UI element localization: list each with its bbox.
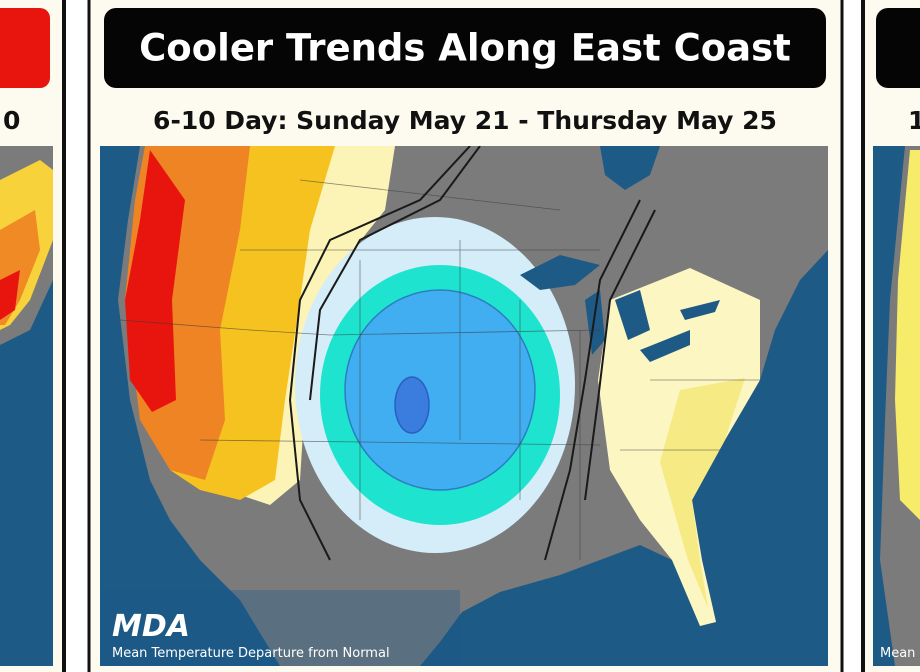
title-box <box>104 8 826 88</box>
lake <box>585 290 605 355</box>
anomaly-blue <box>344 289 536 491</box>
bay <box>600 146 660 190</box>
state-lines <box>119 179 760 560</box>
anomaly-yellow <box>660 378 745 608</box>
anomaly <box>895 150 920 520</box>
divider <box>62 0 66 672</box>
left-subtitle: 0 <box>3 106 20 135</box>
lake <box>680 300 720 320</box>
right-title-box <box>876 8 920 88</box>
right-map <box>873 146 920 666</box>
lake <box>520 255 600 290</box>
anomaly-dark-blue <box>394 376 430 434</box>
divider <box>861 0 865 672</box>
footer: Mean Temperature Departure from Normal <box>112 646 390 661</box>
legend-shade <box>100 590 460 666</box>
anomaly <box>0 270 20 320</box>
subtitle: 6-10 Day: Sunday May 21 - Thursday May 2… <box>153 106 777 135</box>
right-footer: Mean <box>880 646 915 661</box>
contour <box>584 209 656 501</box>
lake <box>615 290 650 340</box>
lake <box>640 330 690 362</box>
right-subtitle: 1 <box>908 106 920 135</box>
left-title-box <box>0 8 50 88</box>
anomaly-red <box>125 150 185 412</box>
contour <box>309 146 481 401</box>
contour <box>544 199 641 561</box>
map <box>100 146 828 666</box>
left-map <box>0 146 53 666</box>
logo: MDA <box>112 609 190 644</box>
contour <box>288 146 471 561</box>
title: Cooler Trends Along East Coast <box>139 27 791 70</box>
